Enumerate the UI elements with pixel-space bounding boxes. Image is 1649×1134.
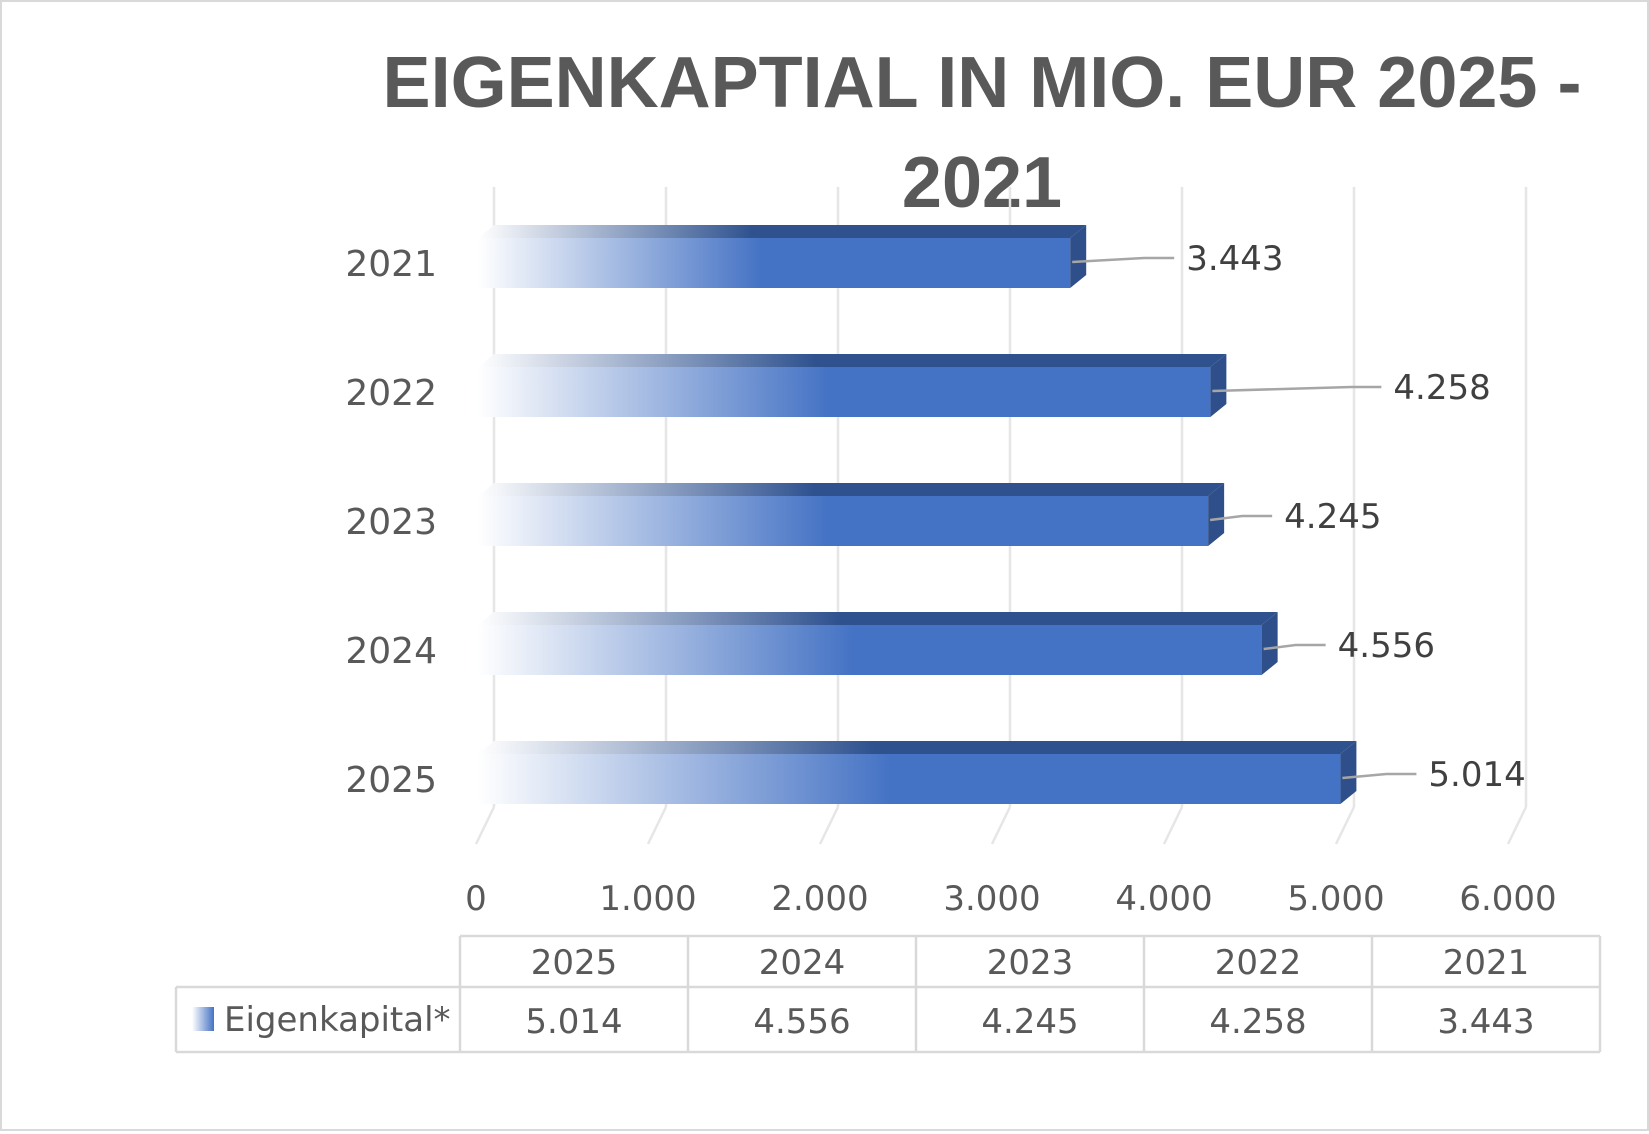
bar [478, 238, 1071, 288]
leader-line [1072, 256, 1175, 264]
bar-side-face [1208, 483, 1225, 546]
data-label: 4.258 [1393, 368, 1490, 408]
x-tick-label: 5.000 [1287, 879, 1384, 919]
y-category-label: 2022 [345, 373, 437, 414]
table-value-cell: 4.556 [753, 1002, 850, 1042]
bar [478, 367, 1211, 417]
table-header-cell: 2025 [531, 943, 618, 983]
bar-top-face [478, 225, 1087, 238]
chart-title-line-2: 2021 [902, 143, 1062, 223]
gridline-floor [1506, 806, 1528, 845]
bar-side-face [1261, 612, 1278, 675]
y-category-label: 2024 [345, 631, 437, 672]
table-value-cell: 5.014 [525, 1002, 622, 1042]
bar-top-face [478, 741, 1357, 754]
bar [478, 625, 1262, 675]
data-label: 4.556 [1338, 626, 1435, 666]
leader-line [1212, 385, 1382, 393]
gridline-floor [990, 806, 1012, 845]
bar-side-face [1070, 225, 1087, 288]
gridline-floor [1334, 806, 1356, 845]
table-header-cell: 2022 [1215, 943, 1302, 983]
y-category-label: 2025 [345, 760, 437, 801]
leader-line [1342, 772, 1417, 780]
bars [478, 225, 1357, 804]
gridline-floor [474, 806, 496, 845]
table-value-cell: 3.443 [1437, 1002, 1534, 1042]
table-value-cell: 4.258 [1209, 1002, 1306, 1042]
table-row-label: Eigenkapital* [224, 1000, 451, 1040]
table-header-cell: 2024 [759, 943, 846, 983]
gridline-floor [818, 806, 840, 845]
data-label: 5.014 [1428, 755, 1525, 795]
gridline-floor [646, 806, 668, 845]
bar-top-face [478, 612, 1278, 625]
gridline-floor [1162, 806, 1184, 845]
x-tick-label: 6.000 [1459, 879, 1556, 919]
leader-line [1209, 514, 1273, 522]
x-tick-label: 2.000 [771, 879, 868, 919]
x-tick-label: 0 [465, 879, 487, 919]
legend-key [192, 1007, 214, 1031]
bar-side-face [1340, 741, 1357, 804]
y-category-label: 2023 [345, 502, 437, 543]
table-header-cell: 2023 [987, 943, 1074, 983]
leader-line [1263, 643, 1326, 651]
table-value-cell: 4.245 [981, 1002, 1078, 1042]
bar [478, 496, 1209, 546]
data-label: 3.443 [1186, 239, 1283, 279]
x-tick-label: 4.000 [1115, 879, 1212, 919]
data-label: 4.245 [1284, 497, 1381, 537]
y-axis-labels: 2021 2022 2023 2024 2025 [345, 244, 437, 801]
chart-title-line-1: EIGENKAPTIAL IN MIO. EUR 2025 - [383, 43, 1582, 123]
bar-top-face [478, 354, 1227, 367]
x-tick-label: 1.000 [599, 879, 696, 919]
x-tick-label: 3.000 [943, 879, 1040, 919]
data-labels: 3.443 4.258 4.245 4.556 5.014 [1072, 239, 1526, 795]
table-header-cell: 2021 [1443, 943, 1530, 983]
y-category-label: 2021 [345, 244, 437, 285]
bar [478, 754, 1341, 804]
bar-side-face [1210, 354, 1227, 417]
bar-top-face [478, 483, 1225, 496]
x-axis-labels: 0 1.000 2.000 3.000 4.000 5.000 6.000 [465, 879, 1556, 919]
data-table: 2025 5.014 2024 4.556 2023 4.245 2022 4.258 2021… [174, 934, 1602, 1054]
